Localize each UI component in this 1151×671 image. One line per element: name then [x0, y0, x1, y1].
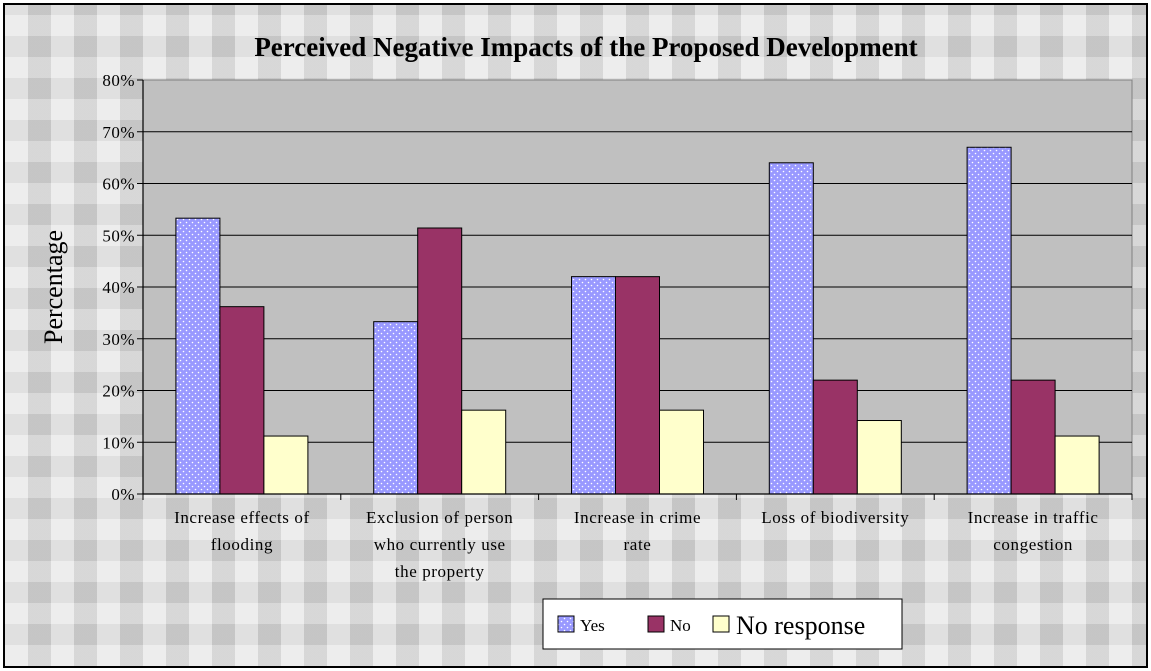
bar-yes	[768, 162, 814, 495]
y-tick-label: 70%	[102, 123, 135, 142]
x-tick-label: who currently use	[374, 535, 506, 554]
y-tick-label: 20%	[102, 382, 135, 401]
y-tick-label: 60%	[102, 175, 135, 194]
bar-yes	[175, 217, 221, 495]
axes	[137, 79, 1133, 500]
chart-title: Perceived Negative Impacts of the Propos…	[254, 32, 917, 62]
legend-label: No	[670, 616, 691, 635]
bar-yes	[571, 276, 616, 495]
bar-no	[615, 276, 660, 495]
x-tick-label: the property	[395, 562, 485, 581]
bar-yes	[966, 146, 1012, 495]
bar-no-response	[856, 420, 902, 495]
bar-no-response	[659, 409, 704, 495]
y-axis-label: Percentage	[39, 230, 68, 344]
x-tick-label: Loss of biodiversity	[761, 508, 909, 527]
legend-label: Yes	[580, 616, 605, 635]
legend-swatch	[712, 615, 730, 633]
x-tick-label: congestion	[993, 535, 1073, 554]
x-tick-label: Increase effects of	[174, 508, 310, 527]
chart-frame: Perceived Negative Impacts of the Propos…	[3, 3, 1148, 668]
bar-no-response	[461, 409, 507, 495]
legend-swatch	[647, 615, 665, 633]
x-tick-label: flooding	[211, 535, 273, 554]
bar-no	[1010, 379, 1056, 495]
x-tick-label: rate	[624, 535, 652, 554]
x-tick-label: Increase in crime	[574, 508, 701, 527]
y-tick-label: 30%	[102, 330, 135, 349]
bar-no	[417, 227, 463, 495]
x-tick-labels: Increase effects of flooding Exclusion of …	[174, 508, 1099, 581]
bars	[175, 146, 1100, 495]
legend-swatch	[557, 615, 575, 633]
legend: Yes No No response	[542, 598, 903, 650]
y-tick-label: 40%	[102, 278, 135, 297]
y-tick-label: 0%	[111, 485, 135, 504]
x-tick-label: Exclusion of person	[366, 508, 513, 527]
y-tick-label: 50%	[102, 226, 135, 245]
y-tick-labels: 0% 10% 20% 30% 40% 50% 60% 70% 80%	[102, 71, 135, 504]
x-tick-label: Increase in traffic	[968, 508, 1099, 527]
bar-no	[812, 379, 858, 495]
bar-no-response	[1054, 435, 1100, 495]
bar-yes	[373, 321, 419, 495]
y-tick-label: 80%	[102, 71, 135, 90]
bar-no-response	[263, 435, 309, 495]
bar-no	[219, 306, 265, 495]
y-tick-label: 10%	[102, 433, 135, 452]
bar-chart: Perceived Negative Impacts of the Propos…	[39, 32, 1133, 650]
legend-label: No response	[736, 611, 865, 640]
